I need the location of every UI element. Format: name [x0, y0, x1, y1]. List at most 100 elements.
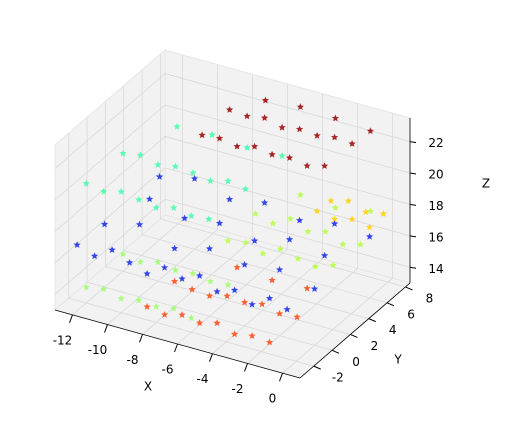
grid-line: [282, 277, 393, 374]
point: [233, 142, 241, 150]
point: [248, 332, 256, 339]
point: [303, 284, 311, 292]
x-tick-label: 0: [269, 392, 277, 406]
point: [206, 277, 215, 285]
point: [100, 187, 108, 195]
point: [275, 309, 284, 317]
point: [269, 219, 277, 227]
point: [190, 174, 199, 182]
point: [135, 296, 143, 304]
point: [243, 143, 251, 151]
point: [187, 314, 195, 322]
x-tick: [209, 353, 213, 362]
y-tick: [350, 333, 358, 338]
point: [243, 112, 251, 120]
grid-line: [107, 229, 218, 325]
x-tick-label: -10: [88, 343, 108, 357]
z-tick-label: 14: [428, 262, 443, 276]
x-tick: [279, 372, 283, 382]
point: [330, 133, 339, 141]
point: [330, 219, 339, 227]
grid-line: [142, 238, 253, 335]
point: [170, 277, 179, 285]
point: [135, 220, 144, 228]
point: [143, 302, 151, 310]
point: [100, 220, 109, 228]
point: [294, 254, 302, 262]
point: [365, 223, 374, 231]
y-tick: [331, 349, 340, 354]
point: [379, 209, 387, 217]
point: [260, 198, 269, 206]
y-tick: [386, 302, 395, 307]
point: [189, 169, 197, 176]
point: [136, 258, 145, 266]
z-axis-label: Z: [482, 177, 490, 191]
point: [241, 238, 250, 246]
point: [331, 114, 340, 122]
point: [304, 227, 312, 235]
point: [339, 240, 347, 248]
point: [198, 131, 206, 139]
z-tick-label: 18: [428, 199, 443, 213]
point: [296, 191, 305, 199]
x-tick-label: -6: [162, 363, 174, 377]
point: [170, 204, 178, 211]
point: [145, 195, 154, 203]
point: [152, 302, 160, 310]
z-tick: [409, 203, 417, 206]
point: [321, 227, 330, 235]
point: [240, 260, 249, 268]
point: [100, 285, 108, 293]
point: [160, 263, 169, 271]
point: [154, 258, 162, 266]
x-tick-label: -2: [232, 382, 244, 396]
point: [268, 276, 276, 284]
point: [285, 154, 294, 161]
point: [225, 195, 234, 203]
point: [213, 319, 221, 327]
x-tick-label: -8: [127, 353, 139, 367]
point: [82, 283, 90, 291]
grid-line: [247, 268, 358, 364]
y-tick-label: 8: [426, 291, 434, 305]
point: [195, 319, 204, 326]
point: [171, 266, 180, 274]
point: [178, 311, 186, 318]
axis-line: [299, 282, 411, 379]
point: [286, 215, 295, 222]
grid-line: [54, 167, 166, 264]
y-tick: [313, 365, 321, 370]
point: [173, 122, 181, 130]
point: [248, 300, 256, 308]
point: [205, 292, 214, 299]
x-tick-label: -4: [197, 372, 209, 386]
point: [303, 162, 311, 169]
x-tick: [104, 324, 108, 333]
point: [362, 208, 370, 216]
point: [224, 236, 232, 244]
x-tick: [69, 314, 73, 324]
y-axis-label: Y: [393, 353, 402, 367]
y-tick-label: 0: [352, 355, 360, 369]
point: [90, 252, 99, 260]
axis-line: [54, 309, 301, 379]
point: [224, 280, 232, 288]
point: [73, 241, 81, 248]
point: [250, 142, 259, 150]
point: [223, 292, 231, 300]
point: [117, 294, 125, 302]
point: [366, 207, 375, 215]
z-tick-label: 16: [428, 230, 443, 244]
point: [125, 258, 134, 266]
point: [261, 96, 270, 104]
point: [154, 160, 162, 168]
grid-line: [54, 136, 166, 232]
point: [170, 244, 179, 252]
y-tick-label: -2: [332, 371, 344, 385]
point: [278, 123, 286, 131]
point: [330, 215, 339, 223]
point: [240, 298, 249, 306]
point: [205, 244, 214, 252]
